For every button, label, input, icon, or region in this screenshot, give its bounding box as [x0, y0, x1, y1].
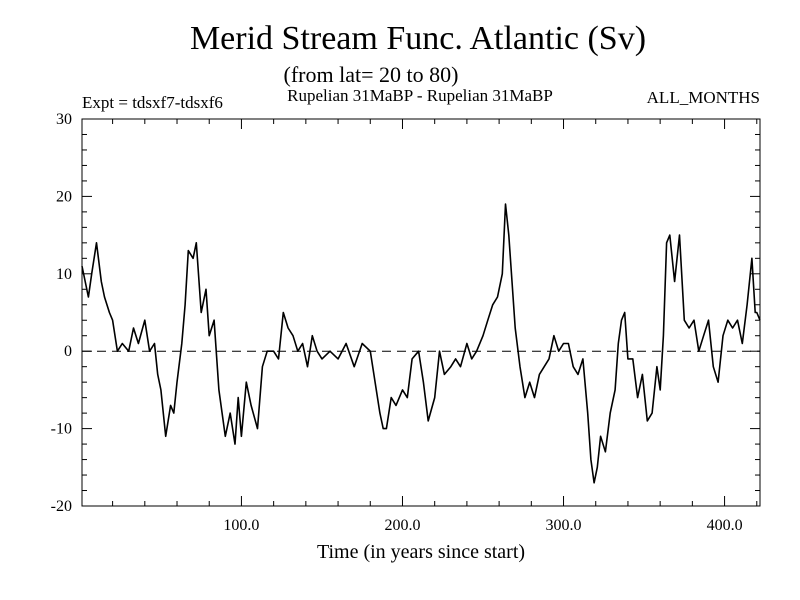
- chart-subtitle: (from lat= 20 to 80): [284, 62, 459, 87]
- x-tick-label: 200.0: [384, 517, 420, 534]
- x-axis-label: Time (in years since start): [317, 541, 525, 563]
- x-tick-label: 100.0: [223, 517, 259, 534]
- y-tick-label: -10: [51, 421, 72, 438]
- chart-title: Merid Stream Func. Atlantic (Sv): [190, 20, 646, 57]
- experiment-label: Expt = tdsxf7-tdsxf6: [82, 93, 223, 112]
- y-tick-label: 10: [56, 266, 72, 283]
- x-tick-label: 300.0: [546, 517, 582, 534]
- x-tick-label: 400.0: [707, 517, 743, 534]
- y-tick-label: 0: [64, 343, 72, 360]
- y-tick-label: -20: [51, 498, 72, 515]
- y-tick-label: 20: [56, 188, 72, 205]
- y-tick-label: 30: [56, 111, 72, 128]
- period-label: ALL_MONTHS: [647, 88, 760, 107]
- plot-frame: [81, 118, 761, 507]
- series-line-atlantic-moc: [81, 203, 761, 484]
- case-label: Rupelian 31MaBP - Rupelian 31MaBP: [287, 86, 553, 105]
